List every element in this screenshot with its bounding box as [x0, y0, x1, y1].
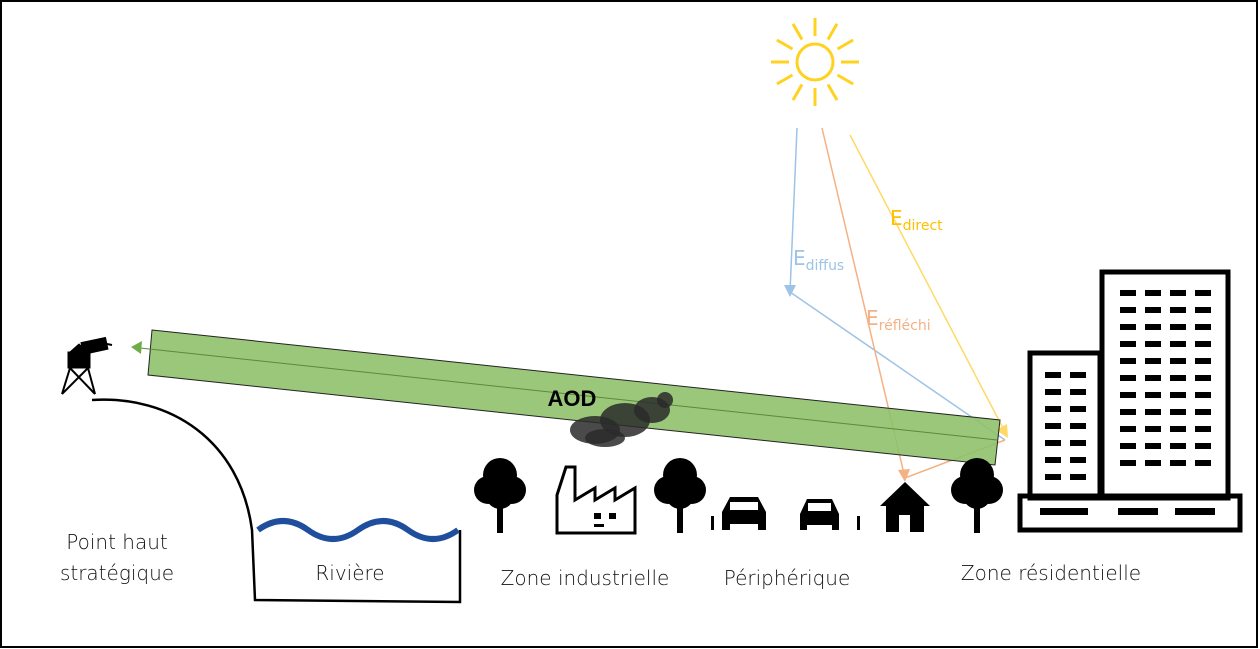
window	[1170, 392, 1186, 398]
window	[1195, 443, 1211, 449]
window	[1070, 406, 1086, 412]
window	[1145, 392, 1161, 398]
window	[1195, 426, 1211, 432]
window	[1170, 290, 1186, 296]
window	[1145, 375, 1161, 381]
window	[1070, 423, 1086, 429]
window	[1120, 443, 1136, 449]
zone-label: Point haut	[66, 530, 167, 554]
window	[1120, 307, 1136, 313]
window	[1195, 409, 1211, 415]
window	[1120, 426, 1136, 432]
window	[1170, 341, 1186, 347]
window	[1170, 460, 1186, 466]
window	[1120, 358, 1136, 364]
window	[1120, 460, 1136, 466]
zone-label: Zone industrielle	[501, 566, 670, 590]
window	[1195, 460, 1211, 466]
window	[1120, 409, 1136, 415]
window	[1145, 460, 1161, 466]
window	[1070, 372, 1086, 378]
window	[1195, 392, 1211, 398]
window	[1170, 358, 1186, 364]
window	[1070, 457, 1086, 463]
window	[1120, 290, 1136, 296]
window	[1145, 290, 1161, 296]
window	[1070, 440, 1086, 446]
window	[1145, 426, 1161, 432]
frame	[1, 1, 1257, 647]
window	[1195, 341, 1211, 347]
window	[1170, 426, 1186, 432]
window	[1195, 307, 1211, 313]
window	[1170, 443, 1186, 449]
window	[1195, 324, 1211, 330]
window	[1120, 375, 1136, 381]
diagram: AOD Ediffus Eréfléchi Edirect	[0, 0, 1260, 649]
window	[1045, 406, 1061, 412]
window	[1045, 389, 1061, 395]
window	[1045, 372, 1061, 378]
aod-label: AOD	[548, 386, 597, 411]
window	[1195, 358, 1211, 364]
window	[1070, 474, 1086, 480]
window	[1120, 324, 1136, 330]
window	[1170, 375, 1186, 381]
window	[1045, 423, 1061, 429]
window	[1145, 324, 1161, 330]
zone-label: stratégique	[60, 561, 174, 585]
window	[1195, 290, 1211, 296]
window	[1170, 324, 1186, 330]
window	[1045, 440, 1061, 446]
window	[1145, 307, 1161, 313]
window	[1120, 392, 1136, 398]
window	[1070, 389, 1086, 395]
zone-label: Rivière	[315, 561, 384, 585]
zone-label: Périphérique	[724, 566, 851, 590]
window	[1170, 307, 1186, 313]
zone-label: Zone résidentielle	[961, 561, 1141, 585]
window	[1145, 341, 1161, 347]
window	[1170, 409, 1186, 415]
window	[1145, 443, 1161, 449]
window	[1045, 457, 1061, 463]
window	[1045, 474, 1061, 480]
window	[1195, 375, 1211, 381]
window	[1120, 341, 1136, 347]
window	[1145, 358, 1161, 364]
window	[1145, 409, 1161, 415]
